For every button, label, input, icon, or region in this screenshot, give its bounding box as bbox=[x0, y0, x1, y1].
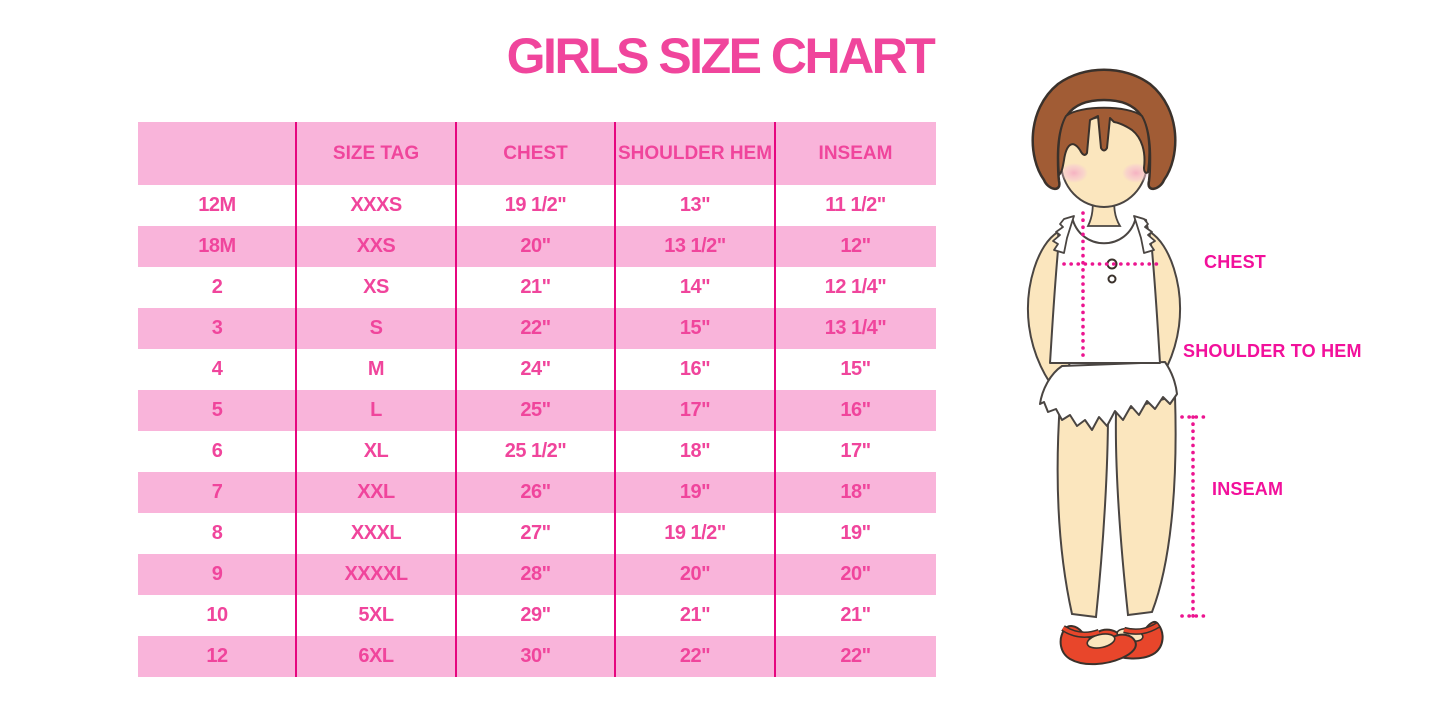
table-row: 9 XXXXL 28" 20" 20" bbox=[138, 554, 936, 595]
chest-label: CHEST bbox=[1204, 252, 1267, 272]
table-cell: 11 1/2" bbox=[825, 194, 886, 216]
table-cell: 25" bbox=[520, 399, 551, 421]
table-cell: 12 1/4" bbox=[824, 276, 887, 298]
table-cell: 21" bbox=[679, 604, 711, 626]
table-cell: 20" bbox=[520, 235, 551, 257]
left-shoe bbox=[1059, 625, 1137, 666]
table-cell: 17" bbox=[840, 440, 871, 462]
table-cell: 21" bbox=[840, 604, 871, 626]
table-row: 8 XXXL 27" 19 1/2" 19" bbox=[138, 513, 936, 554]
table-cell: XS bbox=[363, 276, 389, 298]
table-cell: 12M bbox=[198, 194, 236, 216]
table-cell: 15" bbox=[679, 317, 711, 339]
blouse bbox=[1049, 216, 1161, 364]
table-cell: 6XL bbox=[358, 645, 394, 667]
left-shoulder-ruffle bbox=[1052, 215, 1075, 254]
table-cell: XL bbox=[363, 440, 389, 462]
table-cell: 28" bbox=[520, 563, 551, 585]
right-leg bbox=[1114, 394, 1177, 617]
table-row: 12M XXXS 19 1/2" 13" 11 1/2" bbox=[138, 185, 936, 226]
left-leg bbox=[1056, 400, 1110, 619]
table-cell: 10 bbox=[206, 604, 228, 626]
table-cell: 5 bbox=[211, 399, 223, 421]
column-divider bbox=[455, 122, 457, 677]
inseam-label: INSEAM bbox=[1212, 479, 1284, 499]
table-cell: SHOULDER HEM bbox=[617, 142, 773, 164]
table-cell: 13 1/2" bbox=[664, 235, 726, 257]
table-cell: INSEAM bbox=[818, 142, 893, 164]
table-row: 2 XS 21" 14" 12 1/4" bbox=[138, 267, 936, 308]
table-row: 4 M 24" 16" 15" bbox=[138, 349, 936, 390]
table-cell: 8 bbox=[211, 522, 223, 544]
table-cell: 4 bbox=[211, 358, 223, 380]
table-cell: 16" bbox=[840, 399, 871, 421]
size-chart-table: SIZE TAG CHEST SHOULDER HEM INSEAM 12M XXXS 19… bbox=[138, 122, 936, 677]
bottom-button bbox=[1107, 274, 1117, 284]
table-cell: CHEST bbox=[503, 142, 568, 164]
table-cell: L bbox=[370, 399, 382, 421]
table-cell: 7 bbox=[211, 481, 223, 503]
column-divider bbox=[295, 122, 297, 677]
table-cell: SIZE TAG bbox=[332, 142, 420, 164]
table-cell: 17" bbox=[679, 399, 711, 421]
page-title: GIRLS SIZE CHART bbox=[506, 28, 936, 84]
girl-illustration bbox=[1027, 68, 1206, 666]
table-cell: 19" bbox=[679, 481, 711, 503]
table-cell: 19 1/2" bbox=[504, 194, 567, 216]
table-cell: 25 1/2" bbox=[504, 440, 567, 462]
table-cell: 30" bbox=[520, 645, 551, 667]
blush-left bbox=[1060, 163, 1088, 183]
table-cell: 24" bbox=[520, 358, 551, 380]
skirt bbox=[1039, 361, 1178, 431]
table-cell: 22" bbox=[520, 317, 551, 339]
table-cell: 27" bbox=[520, 522, 551, 544]
table-cell: XXXS bbox=[350, 194, 402, 216]
table-cell: 2 bbox=[211, 276, 223, 298]
column-divider bbox=[614, 122, 616, 677]
table-cell: 29" bbox=[520, 604, 551, 626]
table-cell: 22" bbox=[679, 645, 711, 667]
table-cell: 19 1/2" bbox=[664, 522, 726, 544]
table-cell: 3 bbox=[211, 317, 223, 339]
table-cell: 16" bbox=[679, 358, 711, 380]
shoulder-to-hem-label: SHOULDER TO HEM bbox=[1183, 341, 1362, 361]
header-row: SIZE TAG CHEST SHOULDER HEM INSEAM bbox=[138, 122, 936, 185]
table-cell: XXXL bbox=[350, 522, 402, 544]
table-cell: 18M bbox=[198, 235, 236, 257]
table-row: 7 XXL 26" 19" 18" bbox=[138, 472, 936, 513]
table-cell: 26" bbox=[520, 481, 551, 503]
table-cell: 13" bbox=[679, 194, 711, 216]
table-cell: XXXXL bbox=[344, 563, 408, 585]
table-cell: 18" bbox=[679, 440, 711, 462]
table-cell: XXL bbox=[357, 481, 395, 503]
table-cell: 5XL bbox=[358, 604, 394, 626]
table-cell: M bbox=[367, 358, 385, 380]
table-cell: 21" bbox=[520, 276, 551, 298]
column-divider bbox=[774, 122, 776, 677]
table-cell: S bbox=[369, 317, 383, 339]
table-cell: 13 1/4" bbox=[824, 317, 887, 339]
table-cell: 12 bbox=[206, 645, 228, 667]
table-cell: 14" bbox=[679, 276, 711, 298]
table-cell: 6 bbox=[211, 440, 223, 462]
table-cell: 22" bbox=[840, 645, 871, 667]
table-cell: 19" bbox=[840, 522, 871, 544]
table-row: 6 XL 25 1/2" 18" 17" bbox=[138, 431, 936, 472]
table-row: 5 L 25" 17" 16" bbox=[138, 390, 936, 431]
table-cell: 9 bbox=[211, 563, 223, 585]
table-cell: 15" bbox=[840, 358, 871, 380]
table-cell: 20" bbox=[840, 563, 871, 585]
table-row: 10 5XL 29" 21" 21" bbox=[138, 595, 936, 636]
table-cell: 20" bbox=[679, 563, 711, 585]
bangs bbox=[1057, 106, 1151, 176]
table-row: 3 S 22" 15" 13 1/4" bbox=[138, 308, 936, 349]
right-shoulder-ruffle bbox=[1133, 215, 1156, 254]
table-cell: XXS bbox=[356, 235, 396, 257]
table-row: 18M XXS 20" 13 1/2" 12" bbox=[138, 226, 936, 267]
table-row: 12 6XL 30" 22" 22" bbox=[138, 636, 936, 677]
table-cell: 12" bbox=[840, 235, 871, 257]
table-cell: 18" bbox=[840, 481, 871, 503]
